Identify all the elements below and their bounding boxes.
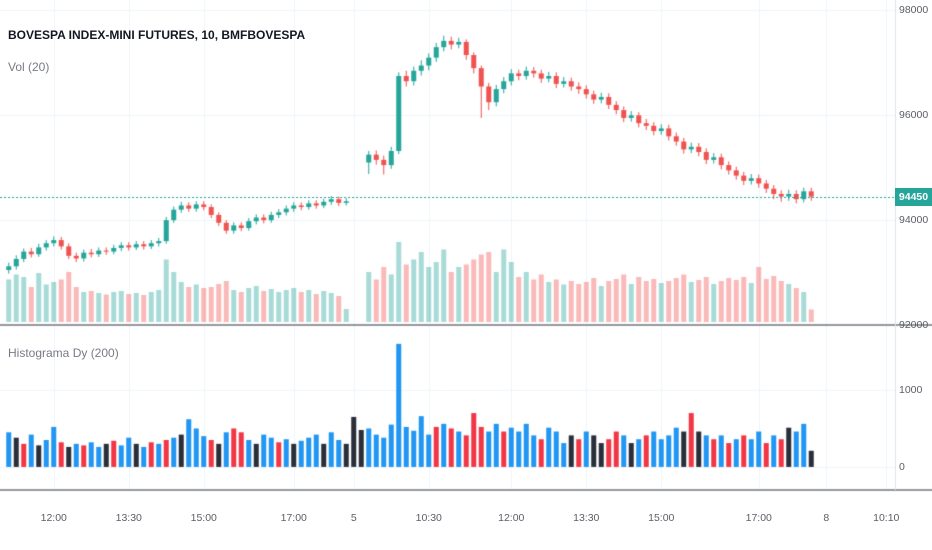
time-label: 17:00 (280, 512, 307, 524)
price-tick: 94000 (899, 214, 929, 227)
time-label: 15:00 (190, 512, 217, 524)
time-label: 13:30 (573, 512, 600, 524)
time-label: 10:10 (873, 512, 900, 524)
time-axis[interactable]: 12:00 13:30 15:00 17:00 5 10:30 12:00 13:30 15:0… (0, 490, 932, 550)
time-label: 12:00 (498, 512, 525, 524)
time-label: 8 (823, 512, 830, 524)
price-axis[interactable]: 94450 98000 96000 94000 92000 1000 0 (895, 0, 932, 550)
time-label: 17:00 (745, 512, 772, 524)
time-label: 13:30 (115, 512, 142, 524)
time-label: 15:00 (648, 512, 675, 524)
time-label: 5 (350, 512, 357, 524)
histogram-tick: 0 (899, 460, 905, 473)
indicator-volume-label[interactable]: Vol (20) (8, 60, 50, 74)
chart-legend: BOVESPA INDEX-MINI FUTURES, 10, BMFBOVES… (8, 28, 305, 74)
histogram-legend: Histograma Dy (200) (8, 346, 119, 360)
price-tick: 98000 (899, 4, 929, 17)
indicator-histogram-label[interactable]: Histograma Dy (200) (8, 346, 119, 360)
price-tick: 96000 (899, 109, 929, 122)
time-label: 12:00 (40, 512, 67, 524)
time-label: 10:30 (415, 512, 442, 524)
price-tick: 92000 (899, 319, 929, 331)
histogram-tick: 1000 (899, 384, 923, 396)
symbol-title[interactable]: BOVESPA INDEX-MINI FUTURES, 10, BMFBOVES… (8, 28, 306, 42)
last-price-tag: 94450 (895, 187, 932, 206)
